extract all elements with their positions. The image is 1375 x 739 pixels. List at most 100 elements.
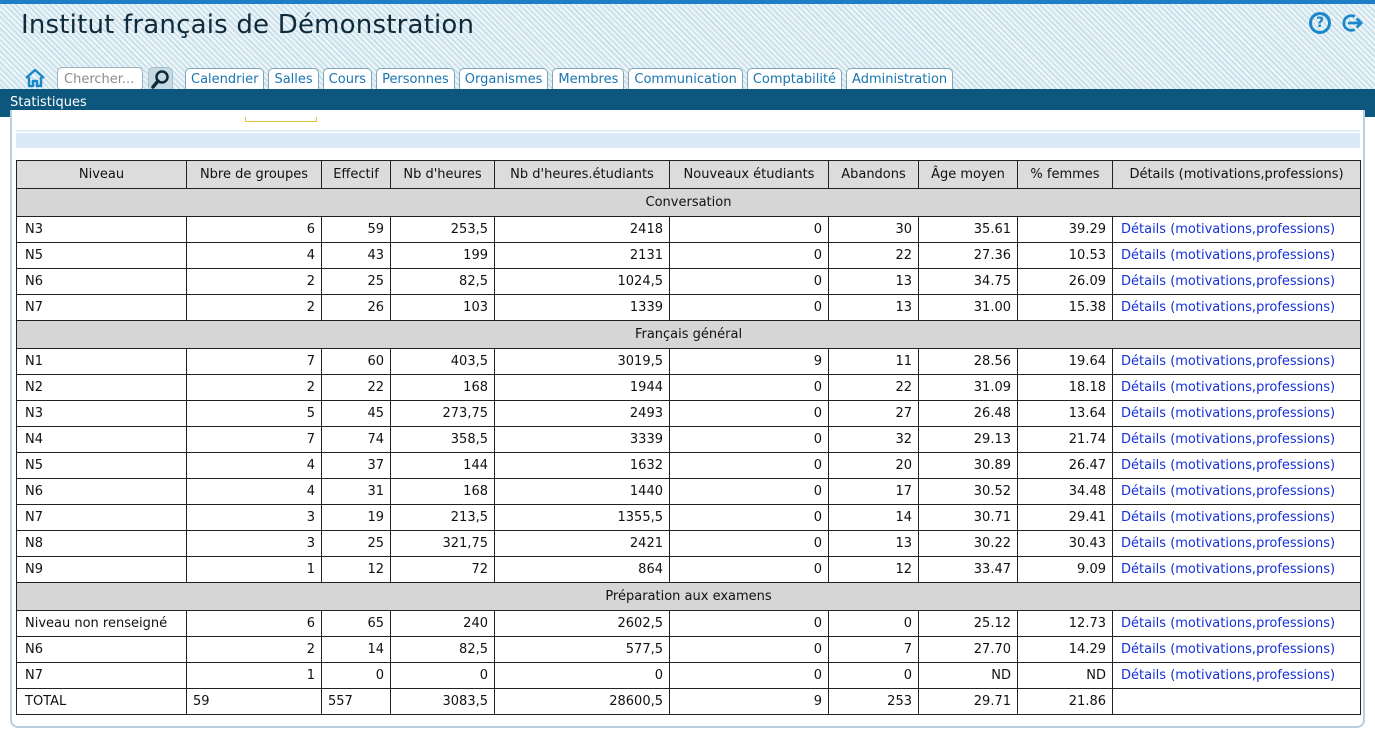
table-row: N3 6 59 253,5 2418 0 30 35.61 39.29 Détails (moti… [16,216,1361,243]
details-link[interactable]: Détails (motivations,professions) [1112,504,1361,531]
cell-age-moyen: 27.36 [918,242,1018,269]
details-link[interactable]: Détails (motivations,professions) [1112,268,1361,295]
help-icon[interactable]: ? [1309,12,1331,34]
table-row: N7 1 0 0 0 0 0 ND ND Détails (motivations,profess… [16,662,1361,689]
section-title: Préparation aux examens [16,582,1361,611]
cell-effectif: 25 [321,530,391,557]
highlight-marker [245,117,317,122]
cell-niveau: N6 [16,636,187,663]
cell-nb-heures-etudiants: 2421 [494,530,670,557]
cell-nouveaux-etudiants: 0 [669,478,829,505]
total-cell-abandons: 253 [828,688,919,715]
cell-nb-heures-etudiants: 2602,5 [494,610,670,637]
filter-bar [16,133,1360,148]
details-link[interactable]: Détails (motivations,professions) [1112,452,1361,479]
cell-nb-heures-etudiants: 577,5 [494,636,670,663]
cell-abandons: 7 [828,636,919,663]
home-icon[interactable] [24,67,46,89]
tab-comptabilite[interactable]: Comptabilité [746,68,843,93]
details-link[interactable]: Détails (motivations,professions) [1112,242,1361,269]
details-link[interactable]: Détails (motivations,professions) [1112,610,1361,637]
total-cell-nb-heures: 3083,5 [390,688,495,715]
cell-nb-heures-etudiants: 1024,5 [494,268,670,295]
tab-organismes[interactable]: Organismes [458,68,549,93]
cell-nbre-groupes: 7 [186,426,322,453]
details-link[interactable]: Détails (motivations,professions) [1112,216,1361,243]
tab-communication[interactable]: Communication [628,68,743,93]
table-row: N8 3 25 321,75 2421 0 13 30.22 30.43 Détails (mot… [16,530,1361,557]
cell-nb-heures-etudiants: 3339 [494,426,670,453]
cell-abandons: 32 [828,426,919,453]
cell-pct-femmes: 15.38 [1017,294,1113,321]
cell-effectif: 25 [321,268,391,295]
details-link[interactable]: Détails (motivations,professions) [1112,294,1361,321]
cell-niveau: N6 [16,268,187,295]
table-row: Niveau non renseigné 6 65 240 2602,5 0 0 25.12 1… [16,610,1361,637]
cell-pct-femmes: 30.43 [1017,530,1113,557]
table-row: N1 7 60 403,5 3019,5 9 11 28.56 19.64 Détails (mo… [16,348,1361,375]
cell-nb-heures-etudiants: 1339 [494,294,670,321]
cell-nbre-groupes: 1 [186,662,322,689]
search-button[interactable] [148,67,173,92]
tab-personnes[interactable]: Personnes [376,68,455,93]
cell-pct-femmes: 18.18 [1017,374,1113,401]
search-input[interactable] [57,67,143,91]
cell-nb-heures-etudiants: 1355,5 [494,504,670,531]
cell-age-moyen: ND [918,662,1018,689]
col-header-age-moyen: Âge moyen [918,160,1018,189]
details-link[interactable]: Détails (motivations,professions) [1112,556,1361,583]
cell-effectif: 74 [321,426,391,453]
cell-niveau: N6 [16,478,187,505]
details-link[interactable]: Détails (motivations,professions) [1112,400,1361,427]
cell-nouveaux-etudiants: 0 [669,426,829,453]
cell-pct-femmes: ND [1017,662,1113,689]
col-header-nouveaux-etudiants: Nouveaux étudiants [669,160,829,189]
cell-nb-heures-etudiants: 1440 [494,478,670,505]
tab-administration[interactable]: Administration [846,68,954,93]
tab-calendrier[interactable]: Calendrier [185,68,265,93]
cell-nb-heures-etudiants: 1944 [494,374,670,401]
cell-age-moyen: 34.75 [918,268,1018,295]
cell-pct-femmes: 34.48 [1017,478,1113,505]
cell-nb-heures: 240 [390,610,495,637]
table-row: N3 5 45 273,75 2493 0 27 26.48 13.64 Détails (mot… [16,400,1361,427]
cell-nb-heures: 213,5 [390,504,495,531]
cell-effectif: 12 [321,556,391,583]
details-link[interactable]: Détails (motivations,professions) [1112,478,1361,505]
cell-niveau: N8 [16,530,187,557]
details-link[interactable]: Détails (motivations,professions) [1112,530,1361,557]
cell-nbre-groupes: 4 [186,242,322,269]
cell-nb-heures: 72 [390,556,495,583]
tab-cours[interactable]: Cours [322,68,373,93]
details-link[interactable]: Détails (motivations,professions) [1112,636,1361,663]
total-cell-effectif: 557 [321,688,391,715]
table-body: Conversation N3 6 59 253,5 2418 0 30 35.61 39.29 D… [16,188,1361,715]
subnav-item-statistiques[interactable]: Statistiques [10,95,87,110]
cell-nbre-groupes: 2 [186,636,322,663]
logout-icon[interactable] [1341,12,1363,34]
details-link[interactable]: Détails (motivations,professions) [1112,662,1361,689]
cell-effectif: 60 [321,348,391,375]
col-header-details: Détails (motivations,professions) [1112,160,1361,189]
cell-nouveaux-etudiants: 0 [669,556,829,583]
cell-nb-heures: 273,75 [390,400,495,427]
cell-nouveaux-etudiants: 0 [669,530,829,557]
cell-effectif: 37 [321,452,391,479]
table-row: N9 1 12 72 864 0 12 33.47 9.09 Détails (motivatio… [16,556,1361,583]
tab-salles[interactable]: Salles [268,68,319,93]
cell-nbre-groupes: 3 [186,504,322,531]
tab-membres[interactable]: Membres [552,68,625,93]
cell-nb-heures: 168 [390,374,495,401]
table-row: N6 2 14 82,5 577,5 0 7 27.70 14.29 Détails (motiv… [16,636,1361,663]
cell-nouveaux-etudiants: 0 [669,294,829,321]
details-link[interactable]: Détails (motivations,professions) [1112,374,1361,401]
col-header-nb-heures: Nb d'heures [390,160,495,189]
table-row: N4 7 74 358,5 3339 0 32 29.13 21.74 Détails (moti… [16,426,1361,453]
filter-bar-line [16,130,1360,132]
cell-nb-heures-etudiants: 2418 [494,216,670,243]
cell-niveau: N1 [16,348,187,375]
details-link[interactable]: Détails (motivations,professions) [1112,426,1361,453]
details-link[interactable]: Détails (motivations,professions) [1112,348,1361,375]
cell-niveau: N7 [16,504,187,531]
cell-effectif: 14 [321,636,391,663]
